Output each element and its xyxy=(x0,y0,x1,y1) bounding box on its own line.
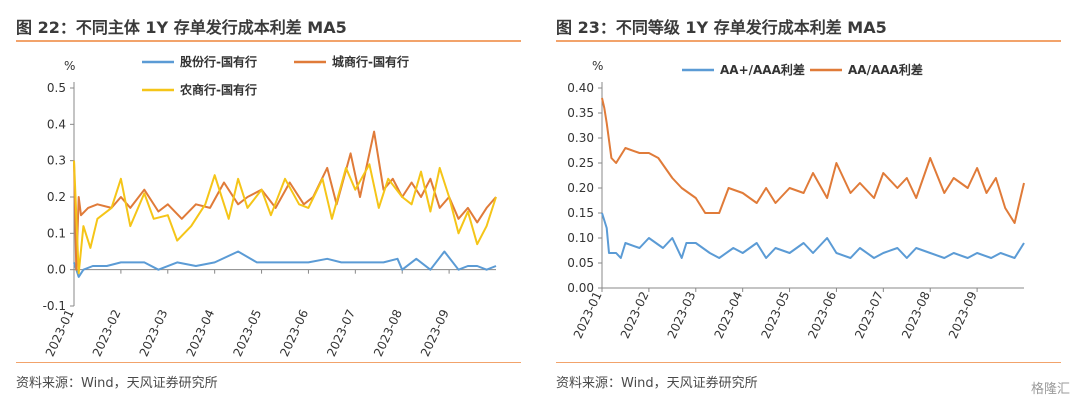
x-tick-label: 2023-08 xyxy=(371,307,405,358)
x-tick-label: 2023-05 xyxy=(230,307,264,358)
legend-label-2: 农商行-国有行 xyxy=(179,82,257,97)
legend-label-1: AA/AAA利差 xyxy=(848,62,923,77)
right-source-note: 资料来源：Wind，天风证券研究所 xyxy=(556,376,758,391)
x-tick-label: 2023-07 xyxy=(852,289,886,340)
y-tick-label: 0.25 xyxy=(567,156,594,170)
left-chart: -0.1 0.0 0.1 0.2 0.3 0.4 0.5% 2023-01 2023-02 202… xyxy=(43,54,497,359)
y-tick-label: 0.20 xyxy=(567,181,594,195)
y-tick-label: 0.5 xyxy=(47,81,66,95)
series-line-2 xyxy=(73,160,497,275)
x-tick-label: 2023-01 xyxy=(571,289,605,340)
y-tick-label: 0.15 xyxy=(567,206,594,220)
x-tick-label: 2023-03 xyxy=(137,307,171,358)
x-tick-label: 2023-02 xyxy=(90,307,124,358)
x-tick-label: 2023-02 xyxy=(618,289,652,340)
y-tick-label: 0.4 xyxy=(47,117,66,131)
y-tick-label: 0.30 xyxy=(567,131,594,145)
y-tick-label: 0.40 xyxy=(567,81,594,95)
series-line-0 xyxy=(73,250,497,278)
legend-label-0: 股份行-国有行 xyxy=(180,54,257,69)
right-chart-title: 图 23：不同等级 1Y 存单发行成本利差 MA5 xyxy=(556,18,887,37)
y-tick-label: 0.35 xyxy=(567,106,594,120)
y-axis-unit: % xyxy=(64,59,75,73)
left-source-note: 资料来源：Wind，天风证券研究所 xyxy=(16,376,218,391)
right-chart: 0.00 0.05 0.10 0.15 0.20 0.25 0.30 0.35 0.40% 202… xyxy=(567,59,1025,341)
y-tick-label: 0.3 xyxy=(47,154,66,168)
left-chart-title: 图 22：不同主体 1Y 存单发行成本利差 MA5 xyxy=(16,18,347,37)
series-line-1 xyxy=(73,130,497,271)
x-tick-label: 2023-04 xyxy=(184,307,218,358)
x-tick-label: 2023-01 xyxy=(43,307,77,358)
x-tick-label: 2023-06 xyxy=(277,307,311,358)
left-bottom-rule xyxy=(16,362,521,363)
x-tick-label: 2023-08 xyxy=(899,289,933,340)
legend-label-0: AA+/AAA利差 xyxy=(720,62,805,77)
x-tick-label: 2023-09 xyxy=(418,307,452,358)
y-tick-label: 0.00 xyxy=(567,281,594,295)
left-title-rule xyxy=(16,40,521,42)
x-tick-label: 2023-05 xyxy=(758,289,792,340)
watermark-logo: 格隆汇 xyxy=(1030,382,1070,397)
x-tick-label: 2023-04 xyxy=(712,289,746,340)
y-tick-label: -0.1 xyxy=(43,299,66,313)
legend-label-1: 城商行-国有行 xyxy=(332,54,409,69)
series-line-1 xyxy=(601,97,1025,224)
right-bottom-rule xyxy=(556,362,1061,363)
y-tick-label: 0.10 xyxy=(567,231,594,245)
x-tick-label: 2023-06 xyxy=(805,289,839,340)
right-title-rule xyxy=(556,40,1061,42)
x-tick-label: 2023-07 xyxy=(324,307,358,358)
y-tick-label: 0.05 xyxy=(567,256,594,270)
y-tick-label: 0.0 xyxy=(47,263,66,277)
y-tick-label: 0.1 xyxy=(47,226,66,240)
y-axis-unit: % xyxy=(592,59,603,73)
x-tick-label: 2023-09 xyxy=(946,289,980,340)
series-line-0 xyxy=(601,212,1025,259)
y-tick-label: 0.2 xyxy=(47,190,66,204)
x-tick-label: 2023-03 xyxy=(665,289,699,340)
